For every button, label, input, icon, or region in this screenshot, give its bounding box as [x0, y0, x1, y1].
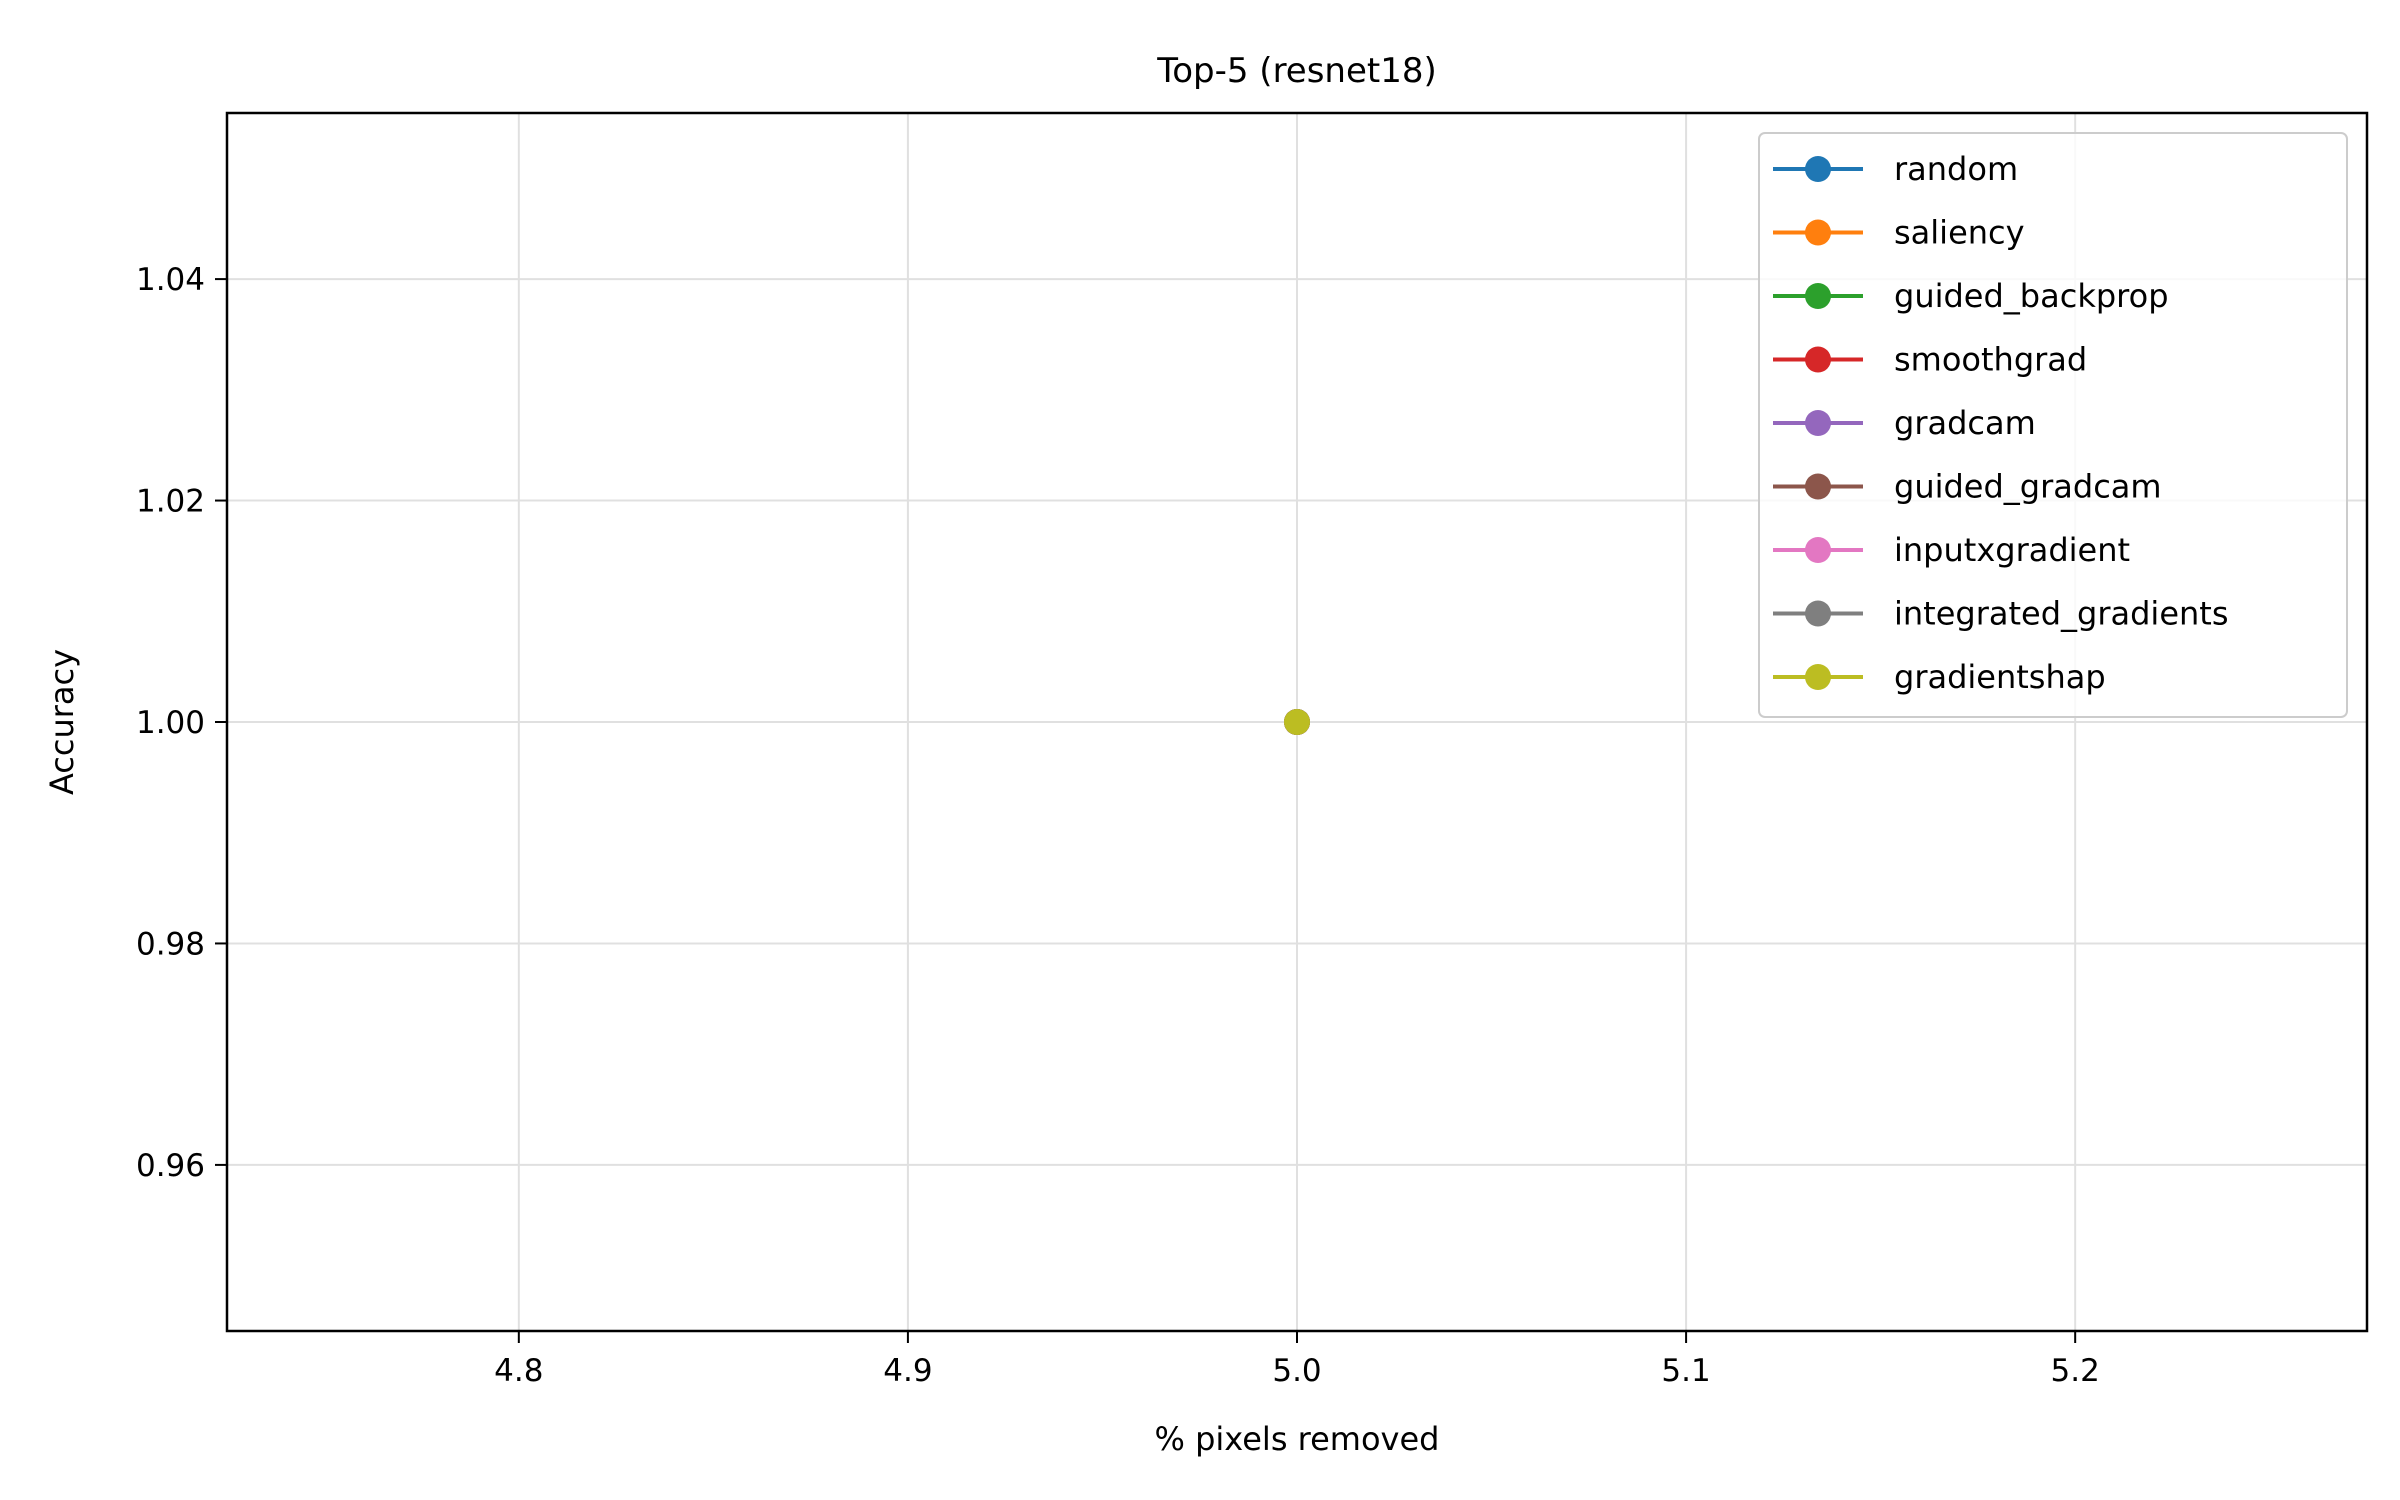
x-tick-label: 5.0: [1272, 1353, 1321, 1389]
chart-title: Top-5 (resnet18): [1156, 51, 1437, 91]
legend-label: random: [1894, 150, 2018, 188]
legend-label: gradientshap: [1894, 658, 2106, 696]
legend-marker: [1805, 283, 1831, 309]
y-axis-label: Accuracy: [43, 649, 81, 795]
legend-label: saliency: [1894, 214, 2025, 252]
legend-marker: [1805, 346, 1831, 373]
legend-label: gradcam: [1894, 404, 2036, 442]
x-tick-label: 4.9: [883, 1353, 932, 1389]
legend-marker: [1805, 473, 1831, 500]
x-tick-label: 5.1: [1661, 1353, 1710, 1389]
legend-label: integrated_gradients: [1894, 595, 2229, 633]
legend: random saliency guided_backprop smoothgrad g…: [1758, 132, 2348, 718]
legend-label: guided_gradcam: [1894, 468, 2162, 506]
legend-marker: [1805, 537, 1831, 563]
legend-marker: [1805, 156, 1831, 182]
y-tick-label: 1.02: [136, 484, 205, 520]
x-tick-label: 5.2: [2051, 1353, 2100, 1389]
legend-marker: [1805, 219, 1831, 246]
x-axis-label: % pixels removed: [1155, 1420, 1440, 1458]
y-axis-ticks: 0.96 0.98 1.00 1.02 1.04: [136, 262, 227, 1184]
legend-marker: [1805, 410, 1831, 436]
y-tick-label: 0.96: [136, 1148, 205, 1184]
legend-box: [1758, 132, 2348, 718]
legend-marker: [1805, 664, 1831, 690]
legend-label: guided_backprop: [1894, 277, 2169, 315]
y-tick-label: 1.00: [136, 705, 205, 741]
y-tick-label: 1.04: [136, 262, 205, 298]
plot-series: [1284, 709, 1310, 735]
series-point: [1284, 709, 1310, 735]
x-tick-label: 4.8: [494, 1353, 543, 1389]
x-axis-ticks: 4.8 4.9 5.0 5.1 5.2: [494, 1331, 2100, 1389]
legend-label: smoothgrad: [1894, 341, 2087, 379]
y-tick-label: 0.98: [136, 926, 205, 962]
legend-label: inputxgradient: [1894, 531, 2130, 569]
legend-marker: [1805, 600, 1831, 627]
